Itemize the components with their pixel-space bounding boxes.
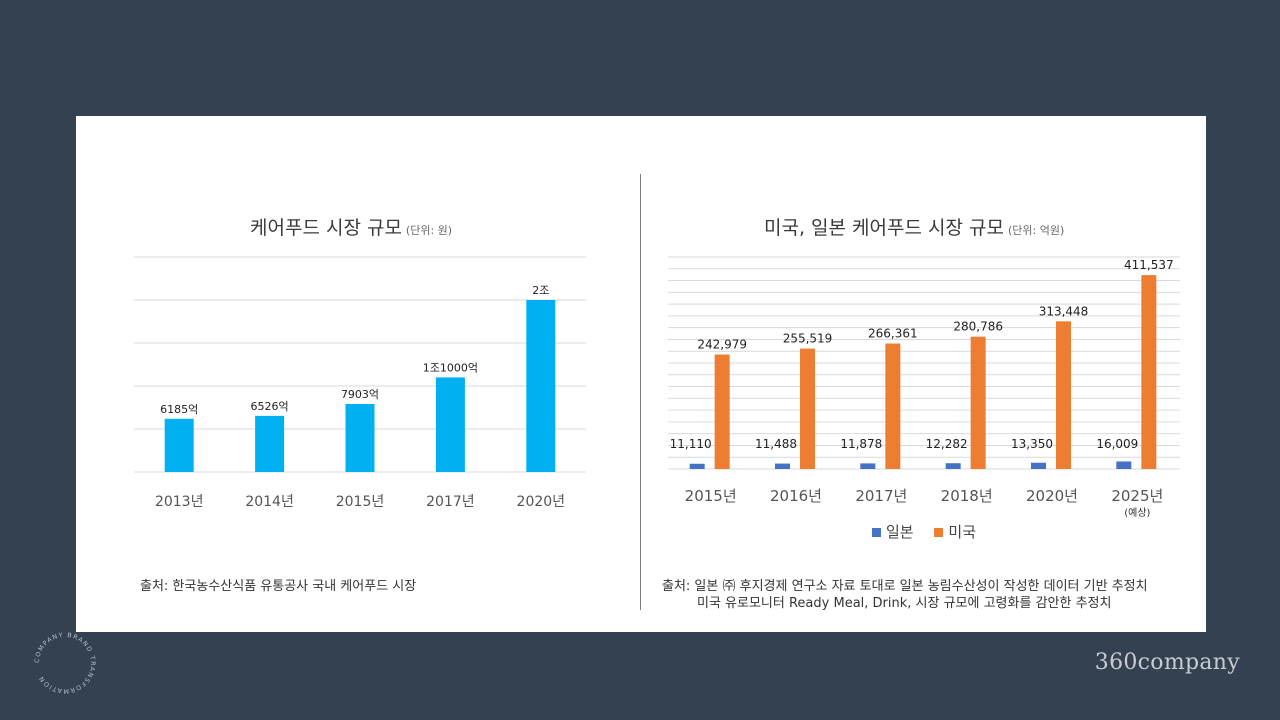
legend-label-usa: 미국 — [948, 523, 976, 541]
x-tick-label: 2013년 — [155, 494, 204, 510]
bar-japan — [945, 463, 961, 469]
bar-japan — [1031, 462, 1046, 469]
data-label-japan: 13,350 — [1011, 437, 1053, 451]
bar — [526, 300, 556, 472]
x-tick-label: 2015년 — [685, 487, 737, 505]
x-tick-label: 2017년 — [855, 487, 907, 505]
data-label: 6526억 — [251, 400, 289, 413]
left-chart-title: 케어푸드 시장 규모 (단위: 원) — [250, 213, 452, 240]
data-label-usa: 255,519 — [783, 332, 833, 346]
left-bar-chart: 6185억 2013년 6526억 2014년 7903억 2015년 1조1000억 201… — [134, 256, 586, 510]
right-chart-title-text: 미국, 일본 케어푸드 시장 규모 — [764, 217, 1004, 239]
x-tick-label: 2014년 — [245, 494, 294, 510]
bar-usa — [885, 343, 901, 469]
bar-usa — [1141, 275, 1157, 469]
bar-japan — [689, 463, 705, 469]
x-tick-label: 2015년 — [336, 494, 385, 510]
right-chart-source-line1: 출처: 일본 ㈜ 후지경제 연구소 자료 토대로 일본 농림수산성이 작성한 데… — [662, 579, 1148, 594]
brand-transformation-badge: COMPANY BRAND TRANSFORMATION — [34, 632, 96, 694]
bar-japan — [1116, 461, 1132, 469]
x-tick-label: 2020년 — [1026, 487, 1078, 505]
badge-text-path: COMPANY BRAND TRANSFORMATION — [34, 632, 95, 694]
bar — [345, 404, 375, 472]
right-chart-source-line2: 미국 유로모니터 Ready Meal, Drink, 시장 규모에 고령화를 … — [697, 596, 1112, 611]
bar — [164, 418, 194, 472]
x-tick-label: 2020년 — [517, 494, 566, 510]
right-bar-chart: 11,110 242,979 2015년 11,488 255,519 2016년 11,8… — [668, 256, 1180, 519]
legend-label-japan: 일본 — [886, 523, 914, 541]
legend-item-usa: 미국 — [934, 523, 976, 541]
legend-swatch-japan — [872, 528, 881, 537]
bar-usa — [800, 348, 815, 469]
data-label: 7903억 — [341, 388, 379, 401]
right-chart-legend: 일본 미국 — [872, 521, 992, 542]
bar — [435, 377, 465, 472]
x-tick-label: 2016년 — [770, 487, 822, 505]
data-label-usa: 313,448 — [1039, 304, 1089, 318]
bar-usa — [714, 354, 730, 469]
x-tick-label: 2017년 — [426, 494, 475, 510]
right-chart-unit: (단위: 억원) — [1007, 224, 1065, 237]
data-label-japan: 12,282 — [926, 437, 968, 451]
bar-usa — [970, 336, 986, 469]
bar — [255, 415, 285, 472]
x-tick-label: 2025년 — [1111, 487, 1163, 505]
right-chart-title: 미국, 일본 케어푸드 시장 규모 (단위: 억원) — [764, 213, 1064, 240]
x-tick-label: 2018년 — [941, 487, 993, 505]
data-label-japan: 11,878 — [840, 437, 882, 451]
legend-item-japan: 일본 — [872, 523, 914, 541]
bar-usa — [1056, 321, 1071, 469]
brand-logo: 360company — [1094, 650, 1240, 675]
bar-japan — [860, 463, 876, 469]
data-label-japan: 16,009 — [1096, 437, 1138, 451]
bar-japan — [775, 463, 790, 469]
slide-card — [76, 116, 1206, 632]
legend-swatch-usa — [934, 528, 944, 537]
data-label-usa: 411,537 — [1124, 258, 1174, 272]
data-label-usa: 266,361 — [868, 327, 918, 341]
data-label-usa: 280,786 — [953, 320, 1003, 334]
data-label: 1조1000억 — [423, 361, 478, 374]
data-label-usa: 242,979 — [697, 338, 747, 352]
data-label-japan: 11,110 — [670, 437, 712, 451]
data-label: 2조 — [532, 284, 549, 297]
badge-text: COMPANY BRAND TRANSFORMATION — [34, 632, 96, 694]
x-tick-note: (예상) — [1124, 507, 1150, 519]
data-label-japan: 11,488 — [755, 437, 797, 451]
left-chart-source: 출처: 한국농수산식품 유통공사 국내 케어푸드 시장 — [140, 579, 417, 594]
left-chart-unit: (단위: 원) — [405, 224, 453, 237]
left-chart-title-text: 케어푸드 시장 규모 — [250, 217, 402, 239]
chart-divider — [640, 174, 641, 610]
data-label: 6185억 — [160, 403, 198, 416]
